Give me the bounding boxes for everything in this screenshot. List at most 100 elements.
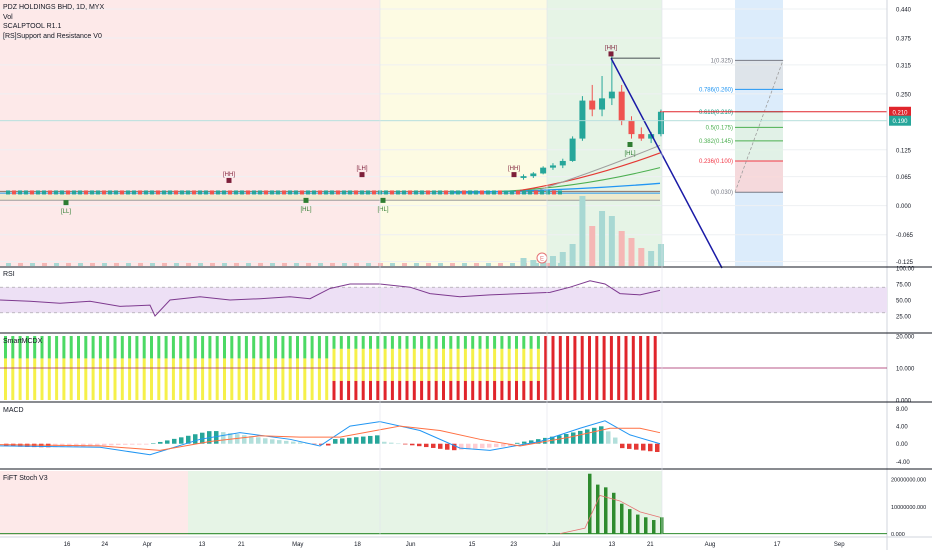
fib-label: 0.236(0.100) xyxy=(699,159,733,165)
pivot-marker xyxy=(380,197,386,203)
candle xyxy=(408,190,412,195)
candle xyxy=(420,190,424,195)
macd-histogram-bar xyxy=(459,443,464,450)
mcdx-green-bar xyxy=(522,336,526,349)
pivot-label: [HL] xyxy=(624,151,635,157)
candle xyxy=(180,190,184,195)
mcdx-green-bar xyxy=(471,336,475,349)
mcdx-yellow-bar xyxy=(369,348,372,381)
mcdx-red-bar xyxy=(463,380,467,400)
volume-bar xyxy=(78,263,83,266)
mcdx-green-bar xyxy=(171,336,175,359)
candle xyxy=(174,190,178,195)
candle xyxy=(456,190,460,195)
macd-histogram-bar xyxy=(298,442,303,444)
mcdx-red-bar xyxy=(347,380,351,400)
mcdx-yellow-bar xyxy=(412,348,416,381)
signal-line xyxy=(0,425,661,451)
pivot-marker xyxy=(303,197,309,203)
candle xyxy=(492,190,496,195)
volume-bar xyxy=(270,263,275,266)
stoch-bar xyxy=(620,503,624,534)
candle xyxy=(36,190,40,195)
mcdx-red-bar xyxy=(354,380,358,400)
mcdx-yellow-bar xyxy=(339,348,343,381)
mcdx-yellow-bar xyxy=(4,358,7,400)
candle xyxy=(114,190,118,195)
candle xyxy=(12,190,16,195)
candle xyxy=(210,190,214,195)
candle xyxy=(66,190,70,195)
macd-histogram-bar xyxy=(522,441,527,444)
pivot-label: [HH] xyxy=(508,166,520,172)
macd-histogram-bar xyxy=(123,443,128,445)
macd-histogram-bar xyxy=(431,443,436,448)
mcdx-yellow-bar xyxy=(18,358,22,400)
indicator-support-resistance[interactable]: [RS]Support and Resistance V0 xyxy=(3,32,102,40)
candle xyxy=(18,190,22,195)
symbol-title: PDZ HOLDINGS BHD, 1D, MYX xyxy=(3,4,105,11)
candle xyxy=(54,190,58,195)
mcdx-green-bar xyxy=(157,336,161,359)
mcdx-green-bar xyxy=(369,336,372,349)
mcdx-green-bar xyxy=(398,336,402,349)
volume-bar xyxy=(390,263,395,266)
candle xyxy=(72,190,76,195)
mcdx-yellow-bar xyxy=(303,358,307,400)
pivot-label: [LL] xyxy=(61,209,71,215)
mcdx-yellow-bar xyxy=(500,348,504,381)
macd-histogram-bar xyxy=(368,435,373,444)
candle xyxy=(402,190,406,195)
mcdx-green-bar xyxy=(244,336,248,359)
candle xyxy=(264,190,268,195)
volume-bar xyxy=(138,263,143,266)
volume-bar xyxy=(549,256,556,266)
candle xyxy=(228,190,232,195)
mcdx-red-bar xyxy=(507,380,511,400)
macd-histogram-bar xyxy=(578,430,583,444)
candle xyxy=(300,190,304,195)
mcdx-yellow-bar xyxy=(135,358,139,400)
pivot-marker xyxy=(608,51,614,57)
mcdx-red-bar xyxy=(405,380,409,400)
indicator-scalptool[interactable]: SCALPTOOL R1.1 xyxy=(3,23,62,30)
stoch-bar xyxy=(588,473,592,534)
mcdx-yellow-bar xyxy=(281,358,285,400)
mcdx-red-bar xyxy=(529,380,533,400)
mcdx-green-bar xyxy=(412,336,416,349)
candle-body xyxy=(648,134,655,139)
mcdx-yellow-bar xyxy=(84,358,88,400)
mcdx-green-bar xyxy=(120,336,124,359)
candle xyxy=(246,190,250,195)
candle xyxy=(336,190,340,195)
candle xyxy=(216,190,220,195)
macd-histogram-bar xyxy=(165,440,170,444)
mcdx-yellow-bar xyxy=(33,358,37,400)
mcdx-yellow-bar xyxy=(449,348,453,381)
rsi-tick: 100.00 xyxy=(896,267,915,273)
mcdx-yellow-bar xyxy=(113,358,117,400)
macd-histogram-bar xyxy=(193,434,198,444)
volume-bar xyxy=(589,226,596,266)
mcdx-yellow-bar xyxy=(215,358,219,400)
macd-histogram-bar xyxy=(172,438,177,444)
time-tick: 17 xyxy=(774,542,781,548)
candle xyxy=(510,190,514,195)
mcdx-red-bar xyxy=(427,380,431,400)
mcdx-red-bar xyxy=(390,380,394,400)
macd-histogram-bar xyxy=(109,443,114,446)
indicator-vol[interactable]: Vol xyxy=(3,13,13,21)
mcdx-green-bar xyxy=(383,336,387,349)
mcdx-green-bar xyxy=(463,336,467,349)
mcdx-green-bar xyxy=(33,336,37,359)
pivot-marker xyxy=(63,200,69,206)
candle xyxy=(432,190,436,195)
candle xyxy=(504,190,508,195)
mcdx-red-bar xyxy=(500,380,504,400)
stoch-bar xyxy=(644,517,648,534)
mcdx-green-bar xyxy=(405,336,409,349)
time-tick: Jul xyxy=(552,542,560,548)
mcdx-red-bar xyxy=(398,380,402,400)
mcdx-yellow-bar xyxy=(157,358,161,400)
